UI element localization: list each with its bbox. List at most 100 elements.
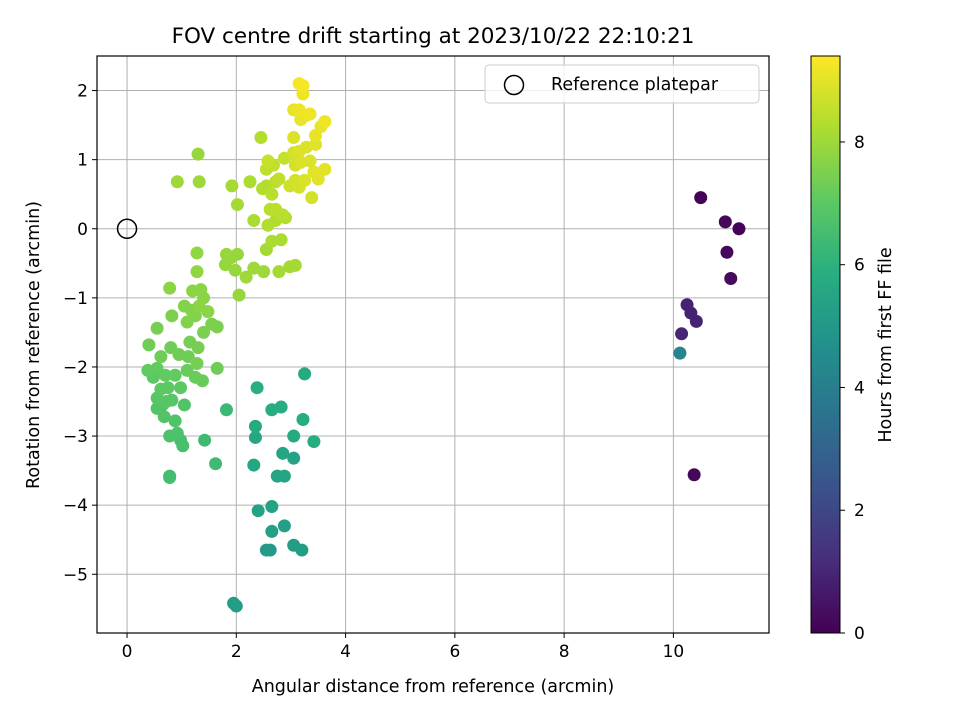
data-points xyxy=(141,77,746,613)
y-tick-label: −2 xyxy=(63,358,88,378)
colorbar-tick-label: 4 xyxy=(854,378,865,398)
data-point xyxy=(163,471,177,485)
data-point xyxy=(230,247,244,261)
legend-marker-icon xyxy=(503,74,525,96)
data-point xyxy=(272,265,286,279)
data-point xyxy=(318,115,332,129)
data-point xyxy=(197,291,211,305)
data-point xyxy=(307,165,321,179)
x-axis-ticks: 0 2 4 6 8 10 xyxy=(122,633,685,662)
data-point xyxy=(243,175,257,189)
data-point xyxy=(168,414,182,428)
data-point xyxy=(263,543,277,557)
data-point xyxy=(265,187,279,201)
x-tick-label: 0 xyxy=(122,642,133,662)
y-axis-ticks: 2 1 0 −1 −2 −3 −4 −5 xyxy=(63,82,97,585)
data-point xyxy=(305,191,319,205)
data-point xyxy=(261,154,275,168)
data-point xyxy=(287,131,301,145)
data-point xyxy=(265,524,279,538)
data-point xyxy=(248,419,262,433)
data-point xyxy=(272,172,286,186)
data-point xyxy=(154,350,168,364)
data-point xyxy=(689,314,703,328)
data-point xyxy=(309,137,323,151)
y-tick-label: −1 xyxy=(63,289,88,309)
data-point xyxy=(277,519,291,533)
data-point xyxy=(219,403,233,417)
data-point xyxy=(248,430,262,444)
data-point xyxy=(209,457,223,471)
data-point xyxy=(195,374,209,388)
data-point xyxy=(724,272,738,286)
x-axis-label: Angular distance from reference (arcmin) xyxy=(252,677,615,697)
data-point xyxy=(265,500,279,514)
data-point xyxy=(142,338,156,352)
data-point xyxy=(250,381,264,395)
data-point xyxy=(274,400,288,414)
data-point xyxy=(198,433,212,447)
data-point xyxy=(257,265,271,279)
data-point xyxy=(295,543,309,557)
data-point xyxy=(201,305,215,319)
data-point xyxy=(232,288,246,302)
y-tick-label: −3 xyxy=(63,427,88,447)
y-axis-label: Rotation from reference (arcmin) xyxy=(24,201,44,489)
data-point xyxy=(296,412,310,426)
data-point xyxy=(298,173,312,187)
data-point xyxy=(190,265,204,279)
colorbar: 0 2 4 6 8 Hours from first FF file xyxy=(810,55,896,644)
colorbar-tick-label: 0 xyxy=(854,624,865,644)
y-tick-label: 1 xyxy=(77,151,88,171)
x-tick-label: 4 xyxy=(340,642,351,662)
colorbar-tick-label: 8 xyxy=(854,133,865,153)
x-tick-label: 6 xyxy=(449,642,460,662)
data-point xyxy=(276,446,290,460)
colorbar-tick-label: 2 xyxy=(854,501,865,521)
data-point xyxy=(191,341,205,355)
data-point xyxy=(197,325,211,339)
data-point xyxy=(181,350,195,364)
data-point xyxy=(191,147,205,161)
data-point xyxy=(307,435,321,449)
colorbar-ticks: 0 2 4 6 8 xyxy=(840,133,865,644)
data-point xyxy=(150,321,164,335)
chart-title: FOV centre drift starting at 2023/10/22 … xyxy=(172,24,695,49)
data-point xyxy=(210,361,224,375)
data-point xyxy=(230,198,244,212)
data-point xyxy=(303,154,317,168)
data-point xyxy=(694,191,708,205)
data-point xyxy=(675,327,689,341)
reference-platepar-marker xyxy=(116,218,138,240)
data-point xyxy=(732,222,746,236)
data-point xyxy=(277,469,291,483)
data-point xyxy=(170,426,184,440)
reference-marker-group xyxy=(116,218,138,240)
x-tick-label: 10 xyxy=(663,642,685,662)
data-point xyxy=(298,367,312,381)
data-point xyxy=(163,281,177,295)
data-point xyxy=(219,247,233,261)
data-point xyxy=(161,381,175,395)
y-tick-label: −5 xyxy=(63,565,88,585)
legend-label: Reference platepar xyxy=(551,75,719,95)
data-point xyxy=(177,398,191,412)
data-point xyxy=(296,79,310,93)
data-point xyxy=(718,215,732,229)
plot-frame xyxy=(96,55,770,634)
data-point xyxy=(720,245,734,259)
data-point xyxy=(174,381,188,395)
y-tick-label: 0 xyxy=(77,220,88,240)
data-point xyxy=(247,458,261,472)
data-point xyxy=(287,429,301,443)
data-point xyxy=(190,357,204,371)
data-point xyxy=(318,162,332,176)
legend: Reference platepar xyxy=(484,64,760,104)
colorbar-label: Hours from first FF file xyxy=(876,247,896,442)
data-point xyxy=(210,320,224,334)
x-tick-label: 8 xyxy=(559,642,570,662)
data-point xyxy=(251,504,265,518)
x-tick-label: 2 xyxy=(231,642,242,662)
data-point xyxy=(276,208,290,222)
data-point xyxy=(247,261,261,275)
